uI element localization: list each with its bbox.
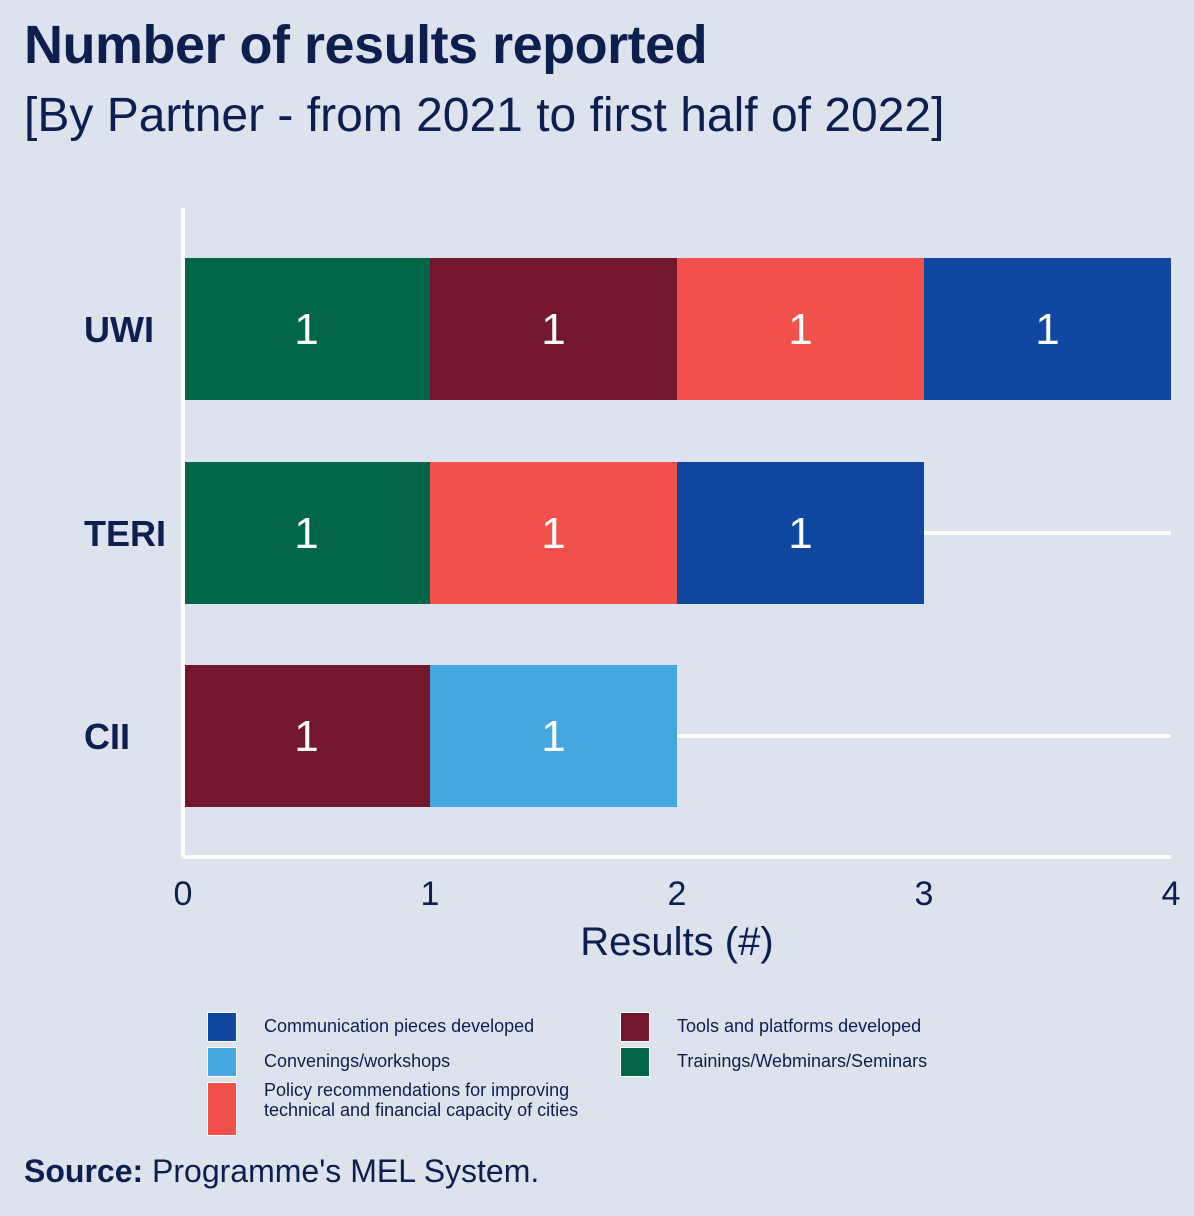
source-text: Programme's MEL System. — [143, 1153, 540, 1189]
bar-cii-tools-and-platforms-deve — [183, 665, 430, 807]
legend-swatch-trainings — [620, 1047, 650, 1077]
bar-teri-policy-recommendations-f — [430, 462, 677, 604]
legend-label: Convenings/workshops — [264, 1051, 451, 1071]
source-label: Source: — [24, 1153, 144, 1189]
source-note: Source: Programme's MEL System. — [24, 1153, 539, 1190]
legend-label: Tools and platforms developed — [677, 1016, 922, 1036]
bar-uwi-communication-pieces-dev — [924, 258, 1171, 400]
legend-label: Trainings/Webminars/Seminars — [677, 1051, 928, 1071]
bar-cii-convenings-workshops — [430, 665, 677, 807]
data-label: 1 — [294, 305, 318, 354]
data-label: 1 — [541, 712, 565, 761]
legend-swatch-policy — [207, 1082, 237, 1136]
bar-uwi-policy-recommendations-f — [677, 258, 924, 400]
axes: 0 1 2 3 4 UWI TERI CII — [84, 208, 1180, 913]
x-tick-label: 1 — [421, 875, 440, 913]
legend-swatch-communication — [207, 1012, 237, 1042]
page-title: Number of results reported — [24, 15, 708, 75]
page-subtitle: [By Partner - from 2021 to first half of… — [24, 89, 945, 142]
legend-swatch-convenings — [207, 1047, 237, 1077]
bar-chart: 1 1 1 1 1 1 1 1 1 0 1 2 3 4 UWI TERI CII Results (#) — [84, 208, 1180, 964]
legend-swatch-tools — [620, 1012, 650, 1042]
x-tick-label: 3 — [915, 875, 934, 913]
bar-uwi-tools-and-platforms-deve — [430, 258, 677, 400]
data-label: 1 — [541, 509, 565, 558]
data-label: 1 — [294, 509, 318, 558]
bar-teri-trainings-webminars-semi — [183, 462, 430, 604]
data-label: 1 — [788, 509, 812, 558]
data-label: 1 — [788, 305, 812, 354]
bars: 1 1 1 1 1 1 1 1 1 — [183, 258, 1171, 807]
legend-label: Policy recommendations for improving tec… — [264, 1080, 579, 1120]
bar-uwi-trainings-webminars-semi — [183, 258, 430, 400]
y-tick-label: CII — [84, 716, 130, 757]
data-label: 1 — [541, 305, 565, 354]
bar-teri-communication-pieces-dev — [677, 462, 924, 604]
x-axis-title: Results (#) — [580, 920, 773, 964]
data-label: 1 — [294, 712, 318, 761]
legend-label: Communication pieces developed — [264, 1016, 535, 1036]
y-tick-label: UWI — [84, 309, 154, 350]
x-tick-label: 2 — [668, 875, 687, 913]
y-tick-label: TERI — [84, 513, 166, 554]
x-tick-label: 0 — [174, 875, 193, 913]
legend: Communication pieces developed Convening… — [207, 1012, 1007, 1142]
data-label: 1 — [1035, 305, 1059, 354]
x-tick-label: 4 — [1162, 875, 1181, 913]
